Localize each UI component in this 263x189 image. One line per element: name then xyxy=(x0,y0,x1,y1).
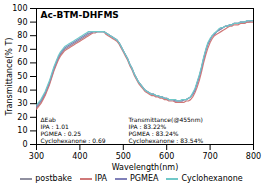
svg-text:100: 100 xyxy=(12,4,27,13)
svg-text:Transmittance(@455nm)IPA : 83.: Transmittance(@455nm)IPA : 83.22%PGMEA :… xyxy=(128,116,204,145)
html-text:IPA: IPA xyxy=(94,174,107,183)
svg-text:300: 300 xyxy=(29,152,44,161)
svg-text:40: 40 xyxy=(17,86,27,95)
svg-text:50: 50 xyxy=(17,72,27,81)
svg-text:700: 700 xyxy=(202,152,217,161)
svg-text:70: 70 xyxy=(17,45,27,54)
svg-text:800: 800 xyxy=(246,152,261,161)
svg-text:ΔEabIPA : 1.01PGMEA : 0.25Cycl: ΔEabIPA : 1.01PGMEA : 0.25Cyclohexanone … xyxy=(41,116,106,145)
svg-text:60: 60 xyxy=(17,58,27,67)
svg-text:80: 80 xyxy=(17,31,27,40)
svg-text:20: 20 xyxy=(17,113,27,122)
html-text:PGMEA: PGMEA xyxy=(130,174,159,183)
svg-text:400: 400 xyxy=(72,152,87,161)
svg-text:90: 90 xyxy=(17,18,27,27)
html-text:postbake: postbake xyxy=(35,174,72,183)
svg-text:Transmittance(% T): Transmittance(% T) xyxy=(5,38,14,117)
svg-text:10: 10 xyxy=(17,126,27,135)
svg-text:Wavelength(nm): Wavelength(nm) xyxy=(112,163,179,172)
svg-text:0: 0 xyxy=(22,140,27,149)
svg-text:500: 500 xyxy=(116,152,131,161)
svg-text:Ac-BTM-DHFMS: Ac-BTM-DHFMS xyxy=(41,10,119,20)
svg-text:600: 600 xyxy=(159,152,174,161)
svg-text:30: 30 xyxy=(17,99,27,108)
html-text:Cyclohexanone: Cyclohexanone xyxy=(181,174,243,183)
